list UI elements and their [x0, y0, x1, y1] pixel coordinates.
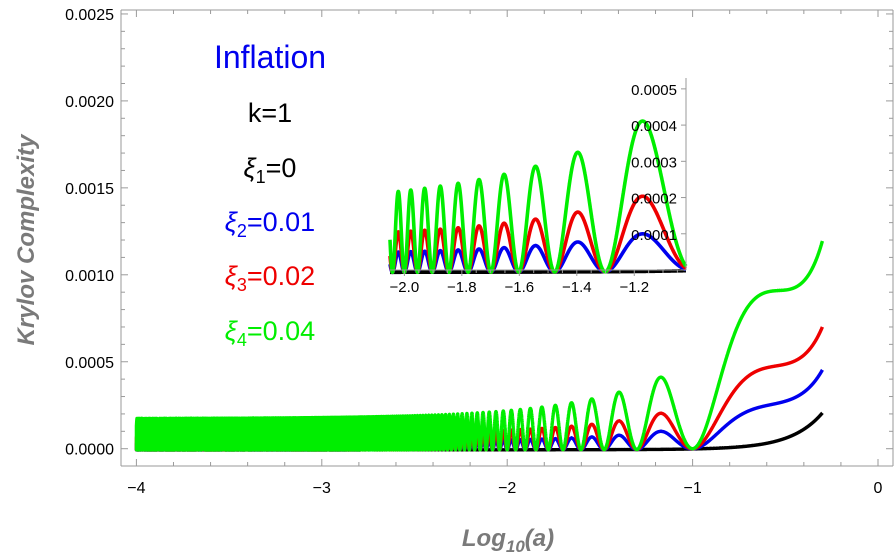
inset-plot-frame — [390, 78, 687, 271]
y-tick-label: 0.0010 — [65, 268, 114, 285]
inset-x-tick-label: −1.8 — [447, 279, 477, 296]
inset-series-line-xi4 — [388, 119, 688, 275]
inset-y-tick-label: 0.0005 — [631, 82, 677, 99]
x-tick-label: −1 — [683, 480, 701, 497]
legend-entry-xi3: ξ3=0.02 — [225, 261, 315, 295]
inset-series-line-xi1 — [388, 268, 688, 275]
legend-entry-xi2: ξ2=0.01 — [225, 207, 315, 241]
inset-plot-curves — [388, 119, 688, 275]
inset-y-tick-label: 0.0003 — [631, 154, 677, 171]
inset-x-tick-label: −1.6 — [505, 279, 535, 296]
inset-series-line-xi2 — [388, 232, 688, 275]
inset-plot: −2.0 −1.8 −1.6 −1.4 −1.2 0.0001 0.0002 0.0003 0.… — [388, 70, 688, 296]
y-tick-label: 0.0025 — [65, 7, 114, 24]
inset-axis-ticks: −2.0 −1.8 −1.6 −1.4 −1.2 0.0001 0.0002 0.0003 0.… — [390, 82, 686, 296]
inset-x-tick-label: −1.2 — [619, 279, 649, 296]
x-tick-label: 0 — [874, 480, 883, 497]
annotation-k: k=1 — [248, 98, 292, 128]
chart-title: Inflation — [214, 39, 326, 75]
inset-y-tick-label: 0.0004 — [631, 118, 677, 135]
y-axis-title: Krylov Complexity — [13, 133, 40, 345]
x-tick-label: −2 — [498, 480, 516, 497]
x-tick-label: −4 — [127, 480, 145, 497]
y-tick-label: 0.0000 — [65, 442, 114, 459]
legend-entry-xi1: ξ1=0 — [244, 153, 297, 187]
legend: ξ1=0 ξ2=0.01 ξ3=0.02 ξ4=0.04 — [225, 153, 315, 350]
inset-x-tick-label: −2.0 — [390, 279, 420, 296]
inset-x-tick-label: −1.4 — [562, 279, 592, 296]
main-axis-ticks: −4 −3 −2 −1 0 0.0000 0.0005 0.0010 0.0015 0.0020 0… — [65, 7, 893, 497]
inset-y-tick-label: 0.0001 — [631, 227, 677, 244]
y-tick-label: 0.0020 — [65, 94, 114, 111]
main-plot-curves — [134, 239, 825, 452]
legend-entry-xi4: ξ4=0.04 — [225, 316, 315, 350]
inset-series-line-xi3 — [388, 194, 688, 275]
x-axis-title: Log10(a) — [462, 525, 554, 554]
x-tick-label: −3 — [313, 480, 331, 497]
inset-y-tick-label: 0.0002 — [631, 191, 677, 208]
series-line-xi4 — [134, 239, 825, 452]
y-tick-label: 0.0015 — [65, 181, 114, 198]
y-tick-label: 0.0005 — [65, 355, 114, 372]
